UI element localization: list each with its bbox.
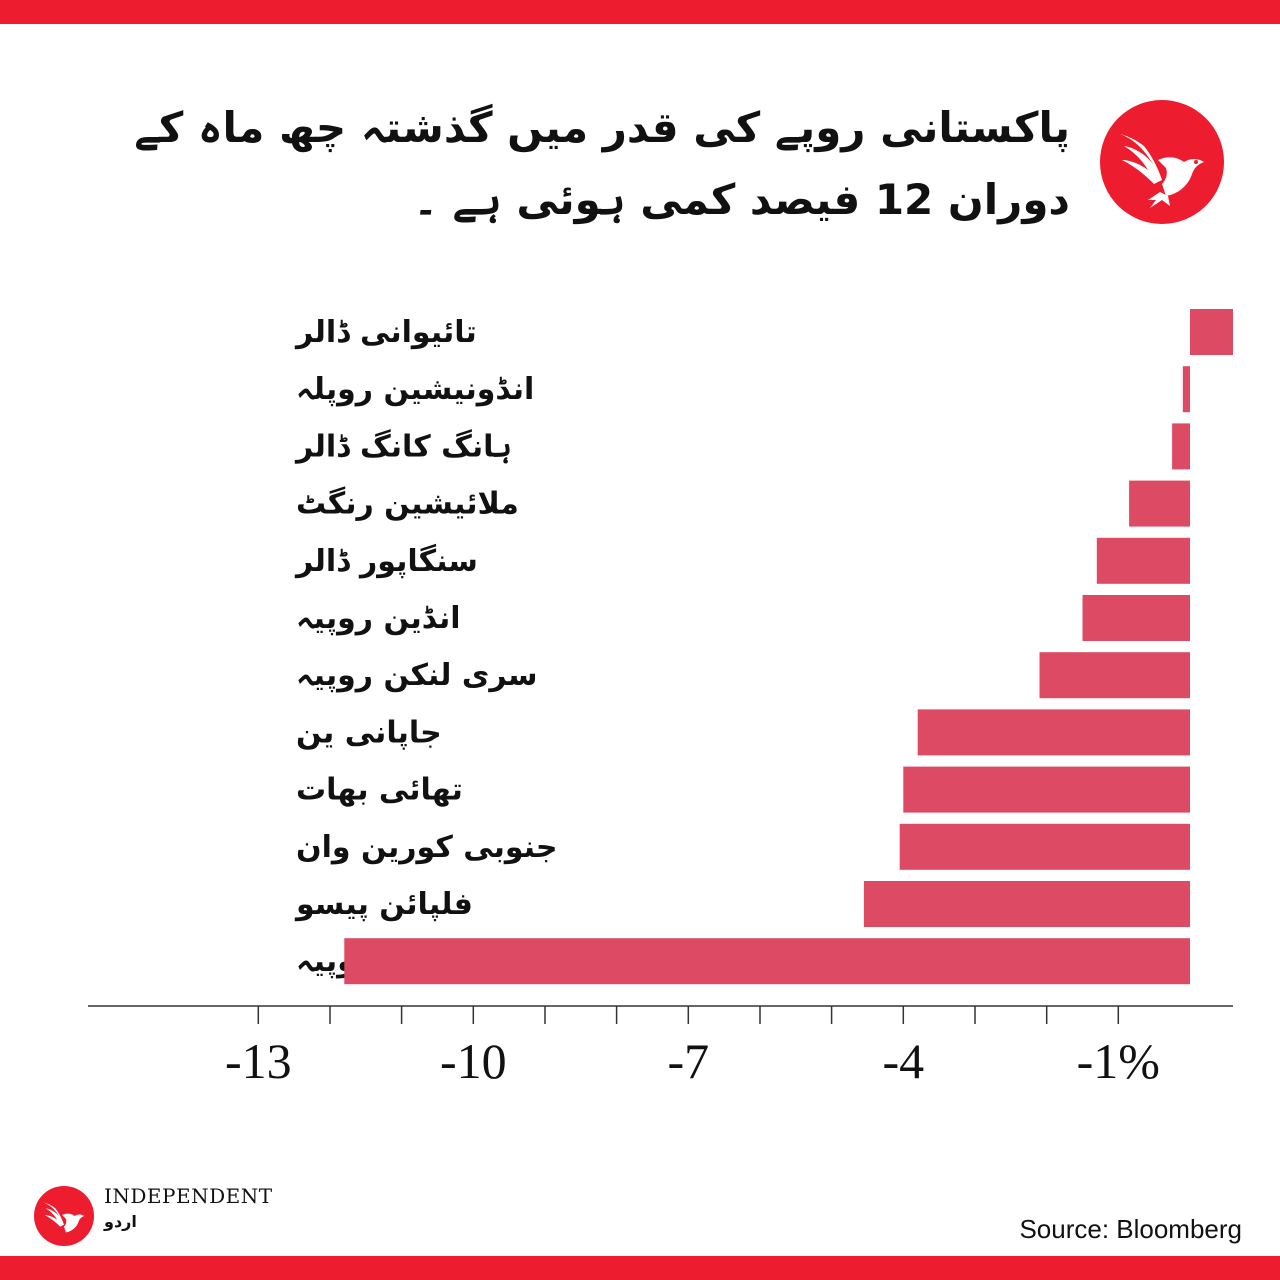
title-line-2: دوران 12 فیصد کمی ہوئی ہے ۔ [413,175,1070,224]
category-label-1: تائیوانی ڈالر [294,315,477,350]
footer-eagle-icon [34,1186,94,1246]
bar-8 [917,709,1190,756]
bottom-accent-band [0,1256,1280,1280]
bar-5 [1096,537,1190,584]
bar-6 [1082,595,1190,641]
title-line-1: پاکستانی روپے کی قدر میں گذشتہ چھ ماہ کے [134,103,1070,152]
bar-12 [344,938,1190,985]
category-label-4: ملائیشین رنگٹ [296,486,519,522]
x-axis-ticks [257,1006,1120,1024]
x-tick-label: -10 [440,1033,507,1089]
category-label-10: جنوبی کورین وان [296,830,558,865]
x-tick-label: -1% [1077,1033,1160,1089]
bar-7 [1039,652,1190,699]
category-label-6: انڈین روپیہ [296,601,461,636]
bar-2 [1182,366,1190,413]
x-tick-label: -7 [667,1033,709,1089]
eagle-icon [1100,100,1224,224]
chart-title: پاکستانی روپے کی قدر میں گذشتہ چھ ماہ کے… [134,92,1070,236]
top-accent-band [0,0,1280,24]
category-label-8: جاپانی ین [296,715,442,750]
category-label-9: تھائی بھات [296,773,463,808]
category-label-7: سری لنکن روپیہ [296,658,538,693]
category-labels: تائیوانی ڈالر انڈونیشین روپلہ ہانگ کانگ ڈا… [294,315,558,979]
bar-3 [1172,423,1190,470]
x-tick-label: -4 [882,1033,924,1089]
brand-name: INDEPENDENT [104,1184,273,1208]
category-label-5: سنگاپور ڈالر [294,543,478,579]
bars [344,309,1233,985]
category-label-3: ہانگ کانگ ڈالر [294,428,512,464]
bar-4 [1129,480,1190,527]
category-label-2: انڈونیشین روپلہ [296,372,534,407]
bar-10 [899,823,1190,870]
bar-11 [863,881,1190,927]
category-label-11: فلپائن پیسو [294,887,473,922]
x-tick-label: -13 [225,1033,292,1089]
x-axis-tick-labels: -13 -10 -7 -4 -1% [225,1033,1160,1089]
source-credit: Source: Bloomberg [1019,1214,1242,1244]
bar-9 [903,766,1190,813]
bar-1 [1190,309,1233,355]
brand-subtitle: اردو [104,1212,137,1231]
